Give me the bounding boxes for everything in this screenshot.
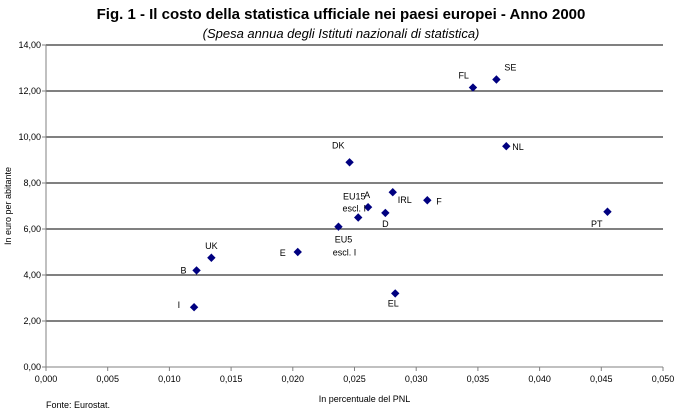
data-point	[381, 208, 390, 218]
y-tick-label: 4,00	[23, 270, 41, 280]
point-label: EU15	[343, 192, 366, 202]
data-point	[492, 75, 501, 84]
data-point	[192, 266, 201, 275]
x-axis-label: In percentuale del PNL	[319, 394, 411, 404]
point-label: FL	[458, 71, 469, 81]
y-tick-label: 2,00	[23, 316, 41, 326]
point-label: EL	[388, 298, 399, 308]
x-tick-label: 0,010	[158, 374, 181, 384]
x-tick-label: 0,050	[652, 374, 675, 384]
data-point	[468, 83, 478, 92]
point-label: IRL	[398, 195, 412, 205]
point-label: D	[382, 219, 389, 229]
data-point	[423, 196, 432, 205]
y-tick-label: 6,00	[23, 224, 41, 234]
data-point	[345, 158, 354, 167]
source-note: Fonte: Eurostat.	[46, 400, 111, 410]
data-point	[189, 303, 199, 312]
y-tick-label: 0,00	[23, 362, 41, 372]
y-tick-label: 12,00	[18, 86, 41, 96]
x-tick-label: 0,040	[528, 374, 551, 384]
y-tick-label: 14,00	[18, 40, 41, 50]
point-label: A	[364, 190, 370, 200]
gridlines	[46, 44, 663, 322]
data-points	[189, 75, 612, 312]
data-point	[502, 142, 511, 151]
x-tick-label: 0,045	[590, 374, 613, 384]
x-tick-label: 0,020	[282, 374, 305, 384]
point-label: B	[181, 265, 187, 275]
chart-subtitle: (Spesa annua degli Istituti nazionali di…	[202, 26, 480, 41]
data-point	[363, 202, 373, 212]
point-label: F	[436, 196, 442, 206]
data-point	[354, 213, 363, 222]
data-point	[388, 188, 397, 197]
data-point	[603, 207, 612, 216]
x-tick-labels: 0,000 0,005 0,010 0,015 0,020 0,025 0,030 0,035…	[35, 367, 675, 384]
data-point	[207, 253, 216, 262]
y-tick-label: 10,00	[18, 132, 41, 142]
x-tick-label: 0,005	[96, 374, 119, 384]
data-point	[334, 222, 343, 231]
point-label: UK	[205, 241, 218, 251]
point-label: DK	[332, 140, 345, 150]
point-label: E	[280, 248, 286, 258]
x-tick-label: 0,015	[220, 374, 243, 384]
y-tick-labels: 0,00 2,00 4,00 6,00 8,00 10,00 12,00 14,00	[18, 40, 46, 372]
point-label: I	[178, 300, 181, 310]
x-tick-label: 0,000	[35, 374, 58, 384]
point-label: SE	[504, 63, 516, 73]
y-tick-label: 8,00	[23, 178, 41, 188]
chart-title: Fig. 1 - Il costo della statistica uffic…	[96, 6, 586, 23]
point-label: NL	[512, 142, 524, 152]
point-label: EU5	[335, 235, 353, 245]
y-axis-label: In euro per abitante	[3, 167, 13, 245]
x-tick-label: 0,025	[343, 374, 366, 384]
x-tick-label: 0,030	[405, 374, 428, 384]
point-label: PT	[591, 219, 603, 229]
point-label: escl. I	[333, 248, 357, 258]
data-point	[293, 247, 302, 257]
point-label: escl. I	[342, 204, 366, 214]
x-tick-label: 0,035	[467, 374, 490, 384]
data-point	[391, 289, 400, 298]
